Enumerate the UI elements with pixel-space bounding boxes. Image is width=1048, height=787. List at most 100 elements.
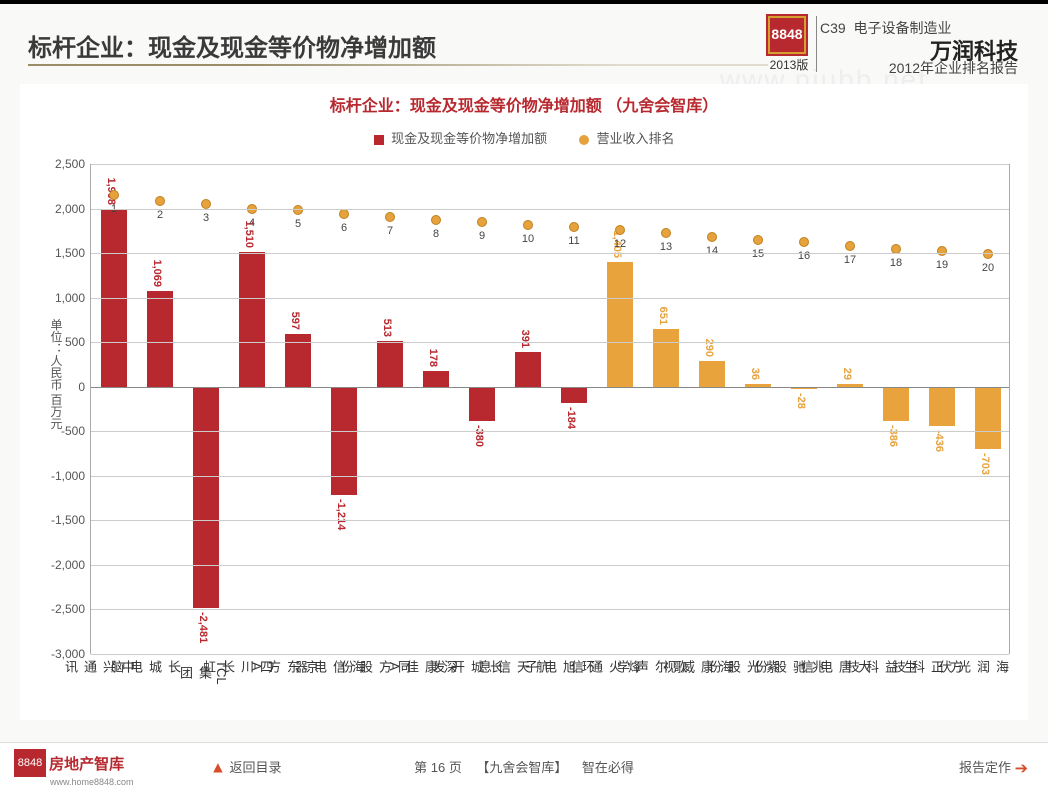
bar-slot: -2816兆驰股份 [781, 164, 827, 654]
bar-slot: 39110航天信息 [505, 164, 551, 654]
bar [515, 352, 541, 387]
gridline [91, 476, 1009, 477]
rank-dot [385, 212, 395, 222]
y-tick-label: 500 [65, 335, 85, 349]
page-prefix: 第 [414, 760, 427, 775]
rank-label: 19 [919, 259, 965, 271]
rank-label: 20 [965, 262, 1011, 274]
rank-label: 11 [551, 235, 597, 247]
title-divider [28, 64, 768, 66]
rank-dot [753, 235, 763, 245]
rank-label: 14 [689, 245, 735, 257]
gridline [91, 520, 1009, 521]
legend-series2-label: 营业收入排名 [596, 131, 674, 146]
rank-label: 10 [505, 233, 551, 245]
rank-dot [937, 246, 947, 256]
rank-dot [293, 205, 303, 215]
bars-layer: 1,9981中兴通讯1,0692长城电脑-2,4813TCL集团1,5104四川… [91, 164, 1009, 654]
bar-value-label: -2,481 [197, 612, 209, 643]
rank-dot [707, 232, 717, 242]
bar-value-label: -436 [933, 430, 945, 452]
bar [377, 341, 403, 387]
order-link[interactable]: 报告定作 ➔ [959, 757, 1028, 779]
bar-value-label: 1,069 [151, 260, 163, 288]
y-tick-label: 1,000 [55, 291, 85, 305]
bar-value-label: -703 [979, 453, 991, 475]
bar-slot: 29014海康威视 [689, 164, 735, 654]
gridline [91, 609, 1009, 610]
gridline [91, 431, 1009, 432]
bar-slot: -38618生益科技 [873, 164, 919, 654]
rank-label: 2 [137, 209, 183, 221]
bar [975, 387, 1001, 450]
bar-value-label: -386 [887, 425, 899, 447]
rank-dot [109, 190, 119, 200]
bar [331, 387, 357, 495]
bar [239, 252, 265, 387]
y-tick-label: -500 [61, 424, 85, 438]
y-tick-label: -1,000 [51, 469, 85, 483]
bar-slot: 3615紫光股份 [735, 164, 781, 654]
gridline [91, 342, 1009, 343]
gridline [91, 253, 1009, 254]
bar-value-label: 178 [427, 349, 439, 367]
bar [147, 291, 173, 386]
arrow-right-icon: ➔ [1015, 761, 1028, 778]
bar-value-label: 29 [841, 368, 853, 380]
bar-value-label: -380 [473, 425, 485, 447]
rank-dot [155, 196, 165, 206]
bar-slot: -2,4813TCL集团 [183, 164, 229, 654]
footer-slogan: 智在必得 [582, 760, 634, 775]
gridline [91, 164, 1009, 165]
y-tick-label: 2,500 [55, 157, 85, 171]
rank-dot [431, 215, 441, 225]
gridline [91, 387, 1009, 388]
bar-value-label: -1,214 [335, 499, 347, 530]
y-tick-label: -2,000 [51, 558, 85, 572]
bar [607, 262, 633, 387]
rank-dot [477, 217, 487, 227]
legend-series1-label: 现金及现金等价物净增加额 [391, 131, 547, 146]
y-tick-label: 1,500 [55, 246, 85, 260]
footer: 8848 房地产智库 www.home8848.com ▲ 返回目录 第 16 … [0, 742, 1048, 786]
chart-title: 标杆企业：现金及现金等价物净增加额 （九舍会智库） [20, 84, 1028, 116]
rank-dot [523, 220, 533, 230]
order-label: 报告定作 [959, 760, 1011, 775]
bar-slot: 1,40512烽火通信 [597, 164, 643, 654]
gridline [91, 298, 1009, 299]
bar-slot: 2917大唐电信 [827, 164, 873, 654]
page-number: 16 [431, 760, 445, 775]
bar-slot: 1,9981中兴通讯 [91, 164, 137, 654]
rank-label: 17 [827, 254, 873, 266]
bar-value-label: 597 [289, 311, 301, 329]
gridline [91, 209, 1009, 210]
y-tick-label: 0 [78, 380, 85, 394]
legend-dot-icon [579, 135, 589, 145]
x-category-label: 海润光伏 [965, 660, 1011, 673]
bar-slot: -3809长城开发 [459, 164, 505, 654]
rank-label: 7 [367, 225, 413, 237]
bar-slot: 1,5104四川长虹 [229, 164, 275, 654]
rank-label: 3 [183, 212, 229, 224]
bar-slot: -43619方正科技 [919, 164, 965, 654]
page-title: 标杆企业：现金及现金等价物净增加额 [28, 28, 436, 63]
y-tick-label: -2,500 [51, 602, 85, 616]
chart-plot-area: 1,9981中兴通讯1,0692长城电脑-2,4813TCL集团1,5104四川… [90, 164, 1010, 654]
logo-8848-icon: 8848 [766, 14, 808, 56]
chart-legend: 现金及现金等价物净增加额 营业收入排名 [20, 128, 1028, 147]
rank-dot [799, 237, 809, 247]
bar [883, 387, 909, 421]
y-tick-label: -1,500 [51, 513, 85, 527]
rank-label: 4 [229, 217, 275, 229]
page-suffix: 页 [449, 760, 462, 775]
bar-slot: 5137同方股份 [367, 164, 413, 654]
bar-value-label: 513 [381, 319, 393, 337]
rank-label: 5 [275, 218, 321, 230]
rank-dot [661, 228, 671, 238]
rank-dot [569, 222, 579, 232]
y-axis-label: 单位：人民币 百万元 [48, 318, 65, 429]
rank-label: 13 [643, 241, 689, 253]
gridline [91, 654, 1009, 655]
gridline [91, 565, 1009, 566]
bar-slot: 65113歌尔声学 [643, 164, 689, 654]
